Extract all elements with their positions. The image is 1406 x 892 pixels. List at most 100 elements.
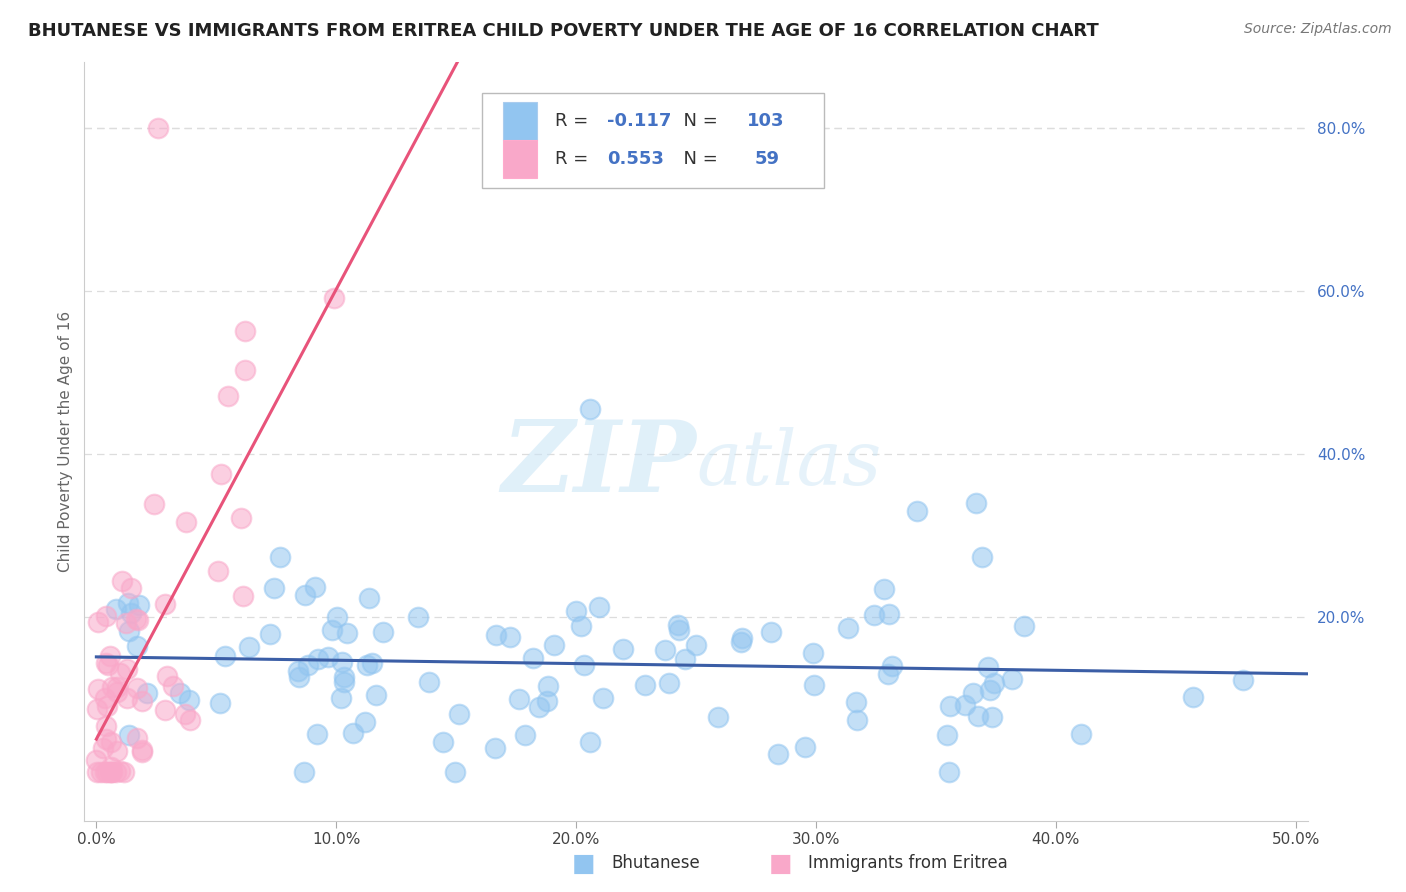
Point bbox=[97, 658, 120, 673]
Point bbox=[1012, 618, 1035, 632]
Point bbox=[579, 735, 602, 749]
Point bbox=[634, 678, 657, 692]
Point bbox=[233, 362, 256, 376]
Point bbox=[288, 670, 311, 684]
Point bbox=[356, 658, 378, 673]
Point bbox=[406, 610, 429, 624]
Point bbox=[579, 401, 602, 416]
Point bbox=[114, 615, 136, 630]
Point bbox=[513, 728, 536, 742]
Text: Bhutanese: Bhutanese bbox=[612, 855, 700, 872]
Point bbox=[174, 515, 197, 529]
Point bbox=[98, 649, 121, 664]
Point bbox=[322, 292, 344, 306]
Point bbox=[1182, 690, 1205, 705]
Point bbox=[100, 764, 122, 779]
Point bbox=[588, 600, 610, 615]
Point bbox=[108, 665, 131, 680]
Text: -0.117: -0.117 bbox=[606, 112, 671, 130]
Point bbox=[342, 725, 364, 739]
Point bbox=[731, 631, 754, 645]
Point bbox=[269, 549, 291, 564]
Point bbox=[970, 550, 993, 565]
Point bbox=[418, 675, 440, 690]
Point bbox=[128, 599, 150, 613]
Point bbox=[100, 680, 122, 694]
Point bbox=[127, 731, 149, 745]
Point bbox=[877, 666, 900, 681]
Point bbox=[207, 564, 229, 578]
Point bbox=[983, 675, 1005, 690]
Point bbox=[371, 624, 394, 639]
Point bbox=[86, 764, 108, 779]
Point bbox=[297, 658, 319, 673]
Point bbox=[94, 609, 117, 624]
Point bbox=[360, 657, 382, 671]
Point bbox=[304, 581, 326, 595]
Point bbox=[357, 591, 380, 605]
Point bbox=[110, 764, 132, 779]
FancyBboxPatch shape bbox=[503, 102, 537, 140]
FancyBboxPatch shape bbox=[482, 93, 824, 187]
Point bbox=[142, 497, 165, 511]
Point bbox=[565, 604, 588, 618]
Point bbox=[979, 682, 1001, 697]
Text: Immigrants from Eritrea: Immigrants from Eritrea bbox=[808, 855, 1008, 872]
Point bbox=[801, 646, 824, 660]
Point bbox=[873, 582, 896, 597]
Point bbox=[100, 735, 122, 749]
Point bbox=[100, 764, 122, 779]
Point bbox=[162, 679, 184, 693]
Point bbox=[105, 744, 128, 758]
Point bbox=[976, 660, 998, 674]
Point bbox=[112, 764, 135, 779]
Point bbox=[136, 686, 159, 700]
Point bbox=[96, 764, 118, 779]
Point bbox=[238, 640, 260, 654]
Point bbox=[287, 664, 309, 678]
Point bbox=[793, 739, 815, 754]
Point bbox=[654, 643, 676, 657]
Point bbox=[1232, 673, 1254, 687]
Point bbox=[104, 764, 127, 779]
Point bbox=[846, 713, 869, 727]
Point bbox=[86, 701, 108, 715]
Point bbox=[118, 624, 141, 638]
Point bbox=[508, 692, 530, 706]
Point bbox=[333, 674, 356, 689]
Point bbox=[574, 658, 596, 673]
Point bbox=[938, 764, 960, 779]
Point bbox=[120, 606, 142, 620]
Point bbox=[326, 610, 349, 624]
Point bbox=[179, 693, 201, 707]
Point bbox=[536, 694, 558, 708]
Text: ■: ■ bbox=[769, 852, 792, 875]
Point bbox=[666, 617, 689, 632]
Point bbox=[214, 649, 236, 664]
Point bbox=[592, 690, 614, 705]
FancyBboxPatch shape bbox=[503, 140, 537, 178]
Point bbox=[707, 710, 730, 724]
Text: 0.553: 0.553 bbox=[606, 151, 664, 169]
Text: atlas: atlas bbox=[696, 427, 882, 501]
Point bbox=[125, 639, 148, 653]
Point bbox=[330, 690, 353, 705]
Point bbox=[803, 677, 825, 691]
Point bbox=[364, 688, 387, 702]
Point bbox=[93, 764, 115, 779]
Text: Source: ZipAtlas.com: Source: ZipAtlas.com bbox=[1244, 22, 1392, 37]
Point bbox=[131, 694, 153, 708]
Point bbox=[612, 641, 634, 656]
Point bbox=[209, 696, 232, 710]
Point bbox=[117, 596, 139, 610]
Point bbox=[522, 651, 544, 665]
Point bbox=[100, 764, 122, 779]
Point bbox=[105, 681, 128, 695]
Point bbox=[685, 639, 707, 653]
Point bbox=[179, 713, 201, 727]
Point bbox=[766, 747, 789, 761]
Point bbox=[125, 681, 148, 696]
Point bbox=[104, 602, 127, 616]
Point bbox=[111, 574, 134, 588]
Point bbox=[94, 719, 117, 733]
